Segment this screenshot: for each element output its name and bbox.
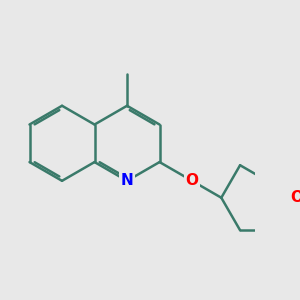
Text: N: N [121, 173, 134, 188]
Text: O: O [290, 190, 300, 205]
Text: O: O [186, 173, 199, 188]
